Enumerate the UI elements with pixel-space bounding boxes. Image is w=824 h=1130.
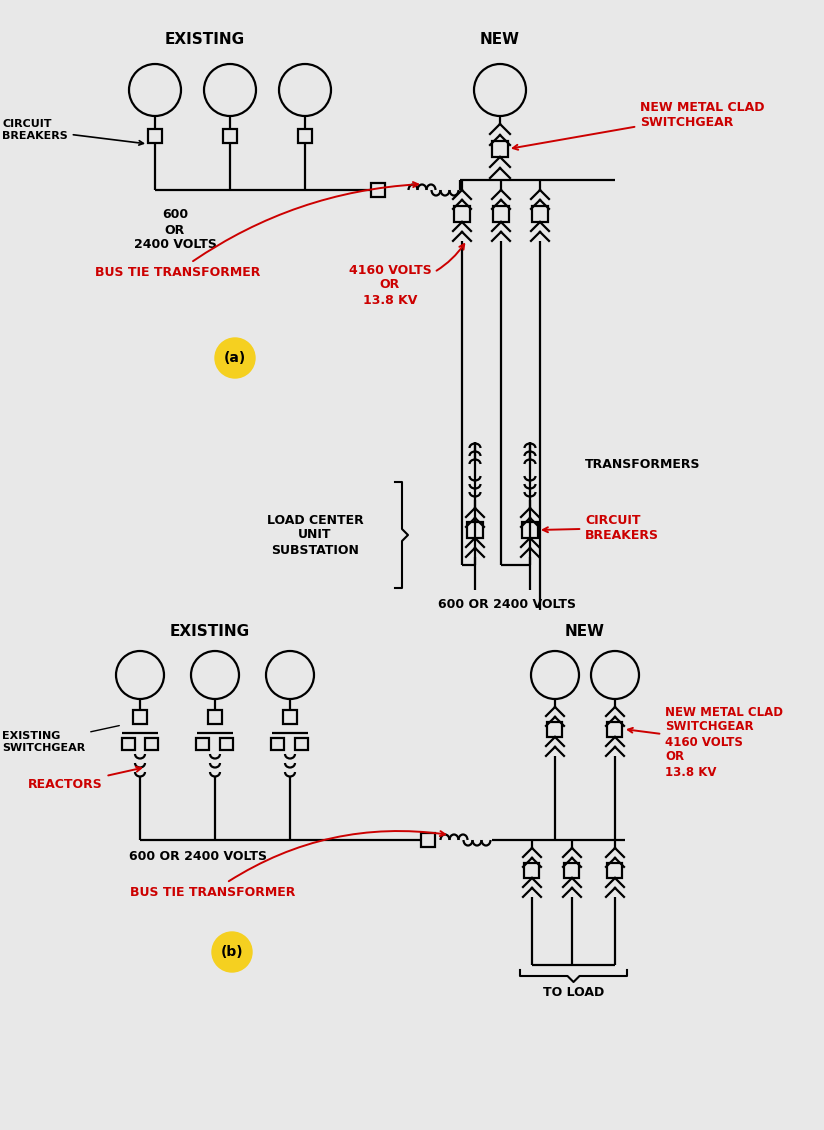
Text: NEW: NEW: [480, 33, 520, 47]
Bar: [467, 522, 483, 538]
Text: NEW METAL CLAD
SWITCHGEAR
4160 VOLTS
OR
13.8 KV: NEW METAL CLAD SWITCHGEAR 4160 VOLTS OR …: [628, 705, 783, 779]
Bar: [208, 710, 222, 724]
Text: NEW: NEW: [565, 625, 605, 640]
Bar: [196, 738, 209, 750]
Bar: [271, 738, 284, 750]
Text: BUS TIE TRANSFORMER: BUS TIE TRANSFORMER: [95, 182, 418, 278]
Text: BUS TIE TRANSFORMER: BUS TIE TRANSFORMER: [130, 831, 445, 898]
Bar: [607, 862, 622, 878]
Text: TO LOAD: TO LOAD: [543, 985, 604, 999]
Bar: [421, 833, 435, 848]
Bar: [148, 129, 162, 144]
Bar: [522, 522, 538, 538]
Text: EXISTING: EXISTING: [170, 625, 250, 640]
Text: 600 OR 2400 VOLTS: 600 OR 2400 VOLTS: [129, 850, 267, 862]
Text: REACTORS: REACTORS: [28, 767, 141, 791]
Text: LOAD CENTER
UNIT
SUBSTATION: LOAD CENTER UNIT SUBSTATION: [267, 513, 363, 556]
Bar: [221, 738, 233, 750]
Text: TRANSFORMERS: TRANSFORMERS: [585, 459, 700, 471]
Bar: [454, 206, 470, 221]
Text: CIRCUIT
BREAKERS: CIRCUIT BREAKERS: [543, 514, 659, 542]
Bar: [547, 721, 563, 737]
Text: EXISTING
SWITCHGEAR: EXISTING SWITCHGEAR: [2, 725, 119, 753]
Bar: [525, 862, 540, 878]
Text: (b): (b): [221, 945, 243, 959]
Bar: [493, 206, 509, 221]
Bar: [298, 129, 312, 144]
Text: EXISTING: EXISTING: [165, 33, 245, 47]
Text: CIRCUIT
BREAKERS: CIRCUIT BREAKERS: [2, 119, 143, 145]
Text: 600 OR 2400 VOLTS: 600 OR 2400 VOLTS: [438, 599, 577, 611]
Bar: [121, 738, 134, 750]
Circle shape: [215, 338, 255, 379]
Bar: [133, 710, 147, 724]
Text: (a): (a): [224, 351, 246, 365]
Bar: [607, 721, 622, 737]
Bar: [532, 206, 548, 221]
Bar: [283, 710, 297, 724]
Bar: [371, 183, 385, 197]
Text: 4160 VOLTS
OR
13.8 KV: 4160 VOLTS OR 13.8 KV: [349, 244, 464, 306]
Text: NEW METAL CLAD
SWITCHGEAR: NEW METAL CLAD SWITCHGEAR: [513, 101, 765, 150]
Circle shape: [212, 932, 252, 972]
Bar: [146, 738, 158, 750]
Text: 600
OR
2400 VOLTS: 600 OR 2400 VOLTS: [133, 209, 217, 252]
Bar: [296, 738, 308, 750]
Bar: [564, 862, 579, 878]
Bar: [492, 141, 508, 157]
Bar: [223, 129, 237, 144]
